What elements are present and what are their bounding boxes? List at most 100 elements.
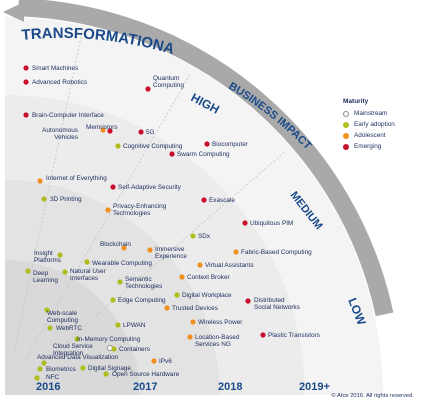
- copyright-notice: © Atos 2016. All rights reserved.: [331, 393, 414, 399]
- tech-self-adaptive-security: Self-Adaptive Security: [110, 184, 182, 191]
- tech-label: Vehicles: [54, 134, 78, 141]
- maturity-dot: [100, 127, 106, 133]
- tech-label: Deep: [33, 270, 49, 277]
- maturity-dot: [197, 262, 203, 268]
- maturity-dot: [34, 375, 40, 381]
- maturity-dot: [23, 79, 29, 85]
- tech-label: Fabric-Based Computing: [241, 249, 312, 256]
- tech-label: Virtual Assistants: [205, 262, 254, 269]
- tech-label: Learning: [33, 277, 58, 284]
- maturity-dot: [23, 65, 29, 71]
- legend-item-early-adoption: Early adoption: [343, 119, 423, 130]
- tech-label: Experience: [155, 253, 187, 260]
- tech-label: Computing: [47, 317, 78, 324]
- tech-advanced-data-visualization: Advanced Data Visualization: [37, 354, 119, 366]
- tech-label: Distributed: [254, 297, 285, 304]
- impact-arc: [18, 0, 394, 317]
- year-divider: [12, 33, 83, 356]
- tech-3d-printing: 3D Printing: [41, 196, 82, 203]
- maturity-dot: [62, 269, 68, 275]
- tech-label: Ubiquitous PIM: [250, 220, 293, 227]
- maturity-dot: [80, 365, 86, 371]
- tech-digital-workplace: Digital Workplace: [174, 292, 232, 299]
- maturity-dot: [37, 366, 43, 372]
- maturity-dot: [117, 279, 123, 285]
- maturity-dot: [174, 292, 180, 298]
- tech-label: In-Memory Computing: [77, 336, 141, 343]
- tech-label: Insight: [34, 250, 53, 257]
- tech-trusted-devices: Trusted Devices: [164, 305, 218, 312]
- tech-sdx: SDx: [190, 233, 211, 240]
- tech-fabric-based-computing: Fabric-Based Computing: [233, 249, 312, 256]
- tech-label: Edge Computing: [118, 297, 166, 304]
- maturity-dot: [187, 334, 193, 340]
- tech-context-broker: Context Broker: [179, 274, 230, 281]
- tech-label: Cloud Service: [53, 343, 93, 350]
- tech-label: Interfaces: [70, 275, 98, 282]
- tech-label: Services NG: [195, 341, 231, 348]
- legend-label: Early adoption: [354, 121, 395, 128]
- tech-label: Biocomputer: [212, 141, 249, 148]
- maturity-dot: [103, 371, 109, 377]
- tech-memristors: Memristors: [86, 124, 118, 134]
- tech-label: NFC: [46, 374, 60, 381]
- tech-label: Brain-Computer Interface: [32, 112, 104, 119]
- tech-in-memory-computing: In-Memory Computing: [74, 336, 141, 343]
- tech-ipv6: IPv6: [151, 358, 172, 365]
- year-label-2018: 2018: [218, 381, 242, 393]
- maturity-dot: [169, 151, 175, 157]
- legend-item-adolescent: Adolescent: [343, 130, 423, 141]
- tech-label: LPWAN: [123, 322, 146, 329]
- tech-cognitive-computing: Cognitive Computing: [115, 143, 183, 150]
- tech-label: Memristors: [86, 124, 118, 131]
- arrow-head-icon: [3, 2, 24, 22]
- tech-label: Biometrics: [46, 366, 76, 373]
- maturity-dot: [111, 346, 117, 352]
- tech-label: Trusted Devices: [172, 305, 218, 312]
- tech-label: Location-Based: [195, 334, 240, 341]
- tech-open-source-hardware: Open Source Hardware: [103, 371, 180, 378]
- maturity-dot: [233, 249, 239, 255]
- maturity-dot: [41, 360, 47, 366]
- adolescent-dot-icon: [343, 132, 349, 139]
- tech-label: Plastic Transistors: [268, 332, 320, 339]
- maturity-dot: [145, 86, 151, 92]
- tech-label: Cognitive Computing: [123, 143, 183, 150]
- maturity-dot: [84, 259, 90, 265]
- maturity-dot: [107, 128, 113, 134]
- tech-label: IPv6: [159, 358, 172, 365]
- maturity-dot: [138, 129, 144, 135]
- legend-label: Adolescent: [354, 132, 386, 139]
- tech-label: Advanced Data Visualization: [37, 354, 119, 361]
- maturity-dot: [115, 143, 121, 149]
- year-label-2016: 2016: [36, 381, 60, 393]
- tech-ubiquitous-pim: Ubiquitous PIM: [242, 220, 293, 227]
- maturity-dot: [151, 358, 157, 364]
- tech-advanced-robotics: Advanced Robotics: [23, 79, 87, 86]
- tech-5g: 5G: [138, 129, 155, 136]
- tech-label: Privacy-Enhancing: [113, 203, 167, 210]
- maturity-dot: [204, 141, 210, 147]
- maturity-dot: [110, 184, 116, 190]
- maturity-dot: [47, 325, 53, 331]
- tech-label: 3D Printing: [50, 196, 82, 203]
- tech-label: Quantum: [153, 75, 179, 82]
- maturity-dot: [57, 252, 63, 258]
- maturity-dot: [147, 247, 153, 253]
- tech-smart-machines: Smart Machines: [23, 65, 78, 72]
- tech-lpwan: LPWAN: [115, 322, 146, 329]
- tech-label: Context Broker: [187, 274, 230, 281]
- maturity-dot: [110, 297, 116, 303]
- maturity-dot: [115, 322, 121, 328]
- tech-label: Containers: [119, 346, 150, 353]
- tech-nfc: NFC: [34, 374, 60, 381]
- maturity-dot: [190, 319, 196, 325]
- year-label-2019plus: 2019+: [299, 381, 330, 393]
- tech-plastic-transistors: Plastic Transistors: [260, 332, 320, 339]
- tech-label: Blockchain: [100, 241, 131, 248]
